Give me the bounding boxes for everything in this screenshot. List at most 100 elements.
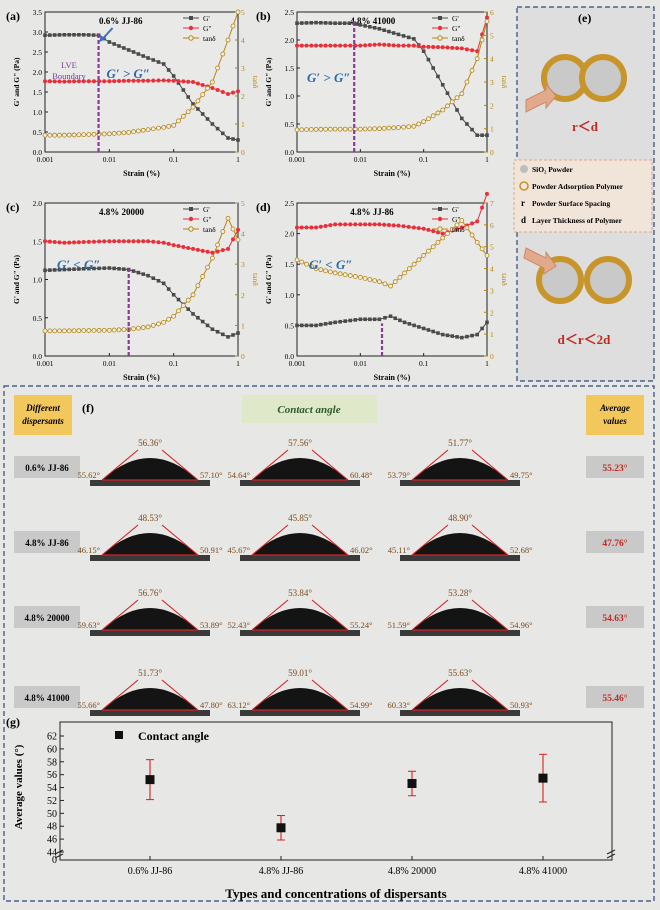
tan-delta-point: [225, 37, 231, 43]
panel-e-diagram: (e) r＜d d＜r＜2d SiO₂ Powder Powder Adsorption…: [513, 6, 655, 382]
angle-right: 52.68°: [510, 545, 533, 555]
g-prime-point: [151, 276, 156, 281]
avg-value-box: [586, 531, 644, 553]
tangent-left: [251, 599, 289, 631]
tan-delta-point: [81, 132, 87, 138]
g-double-prime-point: [231, 237, 236, 242]
g-prime-point: [81, 266, 86, 271]
x-tick-label: 0.1: [419, 359, 429, 368]
g-prime-point: [191, 102, 195, 106]
tan-delta-point: [106, 327, 112, 333]
g-double-prime-point: [57, 79, 62, 84]
tan-delta-point: [392, 279, 398, 285]
tan-delta-point: [135, 128, 141, 134]
g-double-prime-point: [480, 205, 485, 210]
g-prime-point: [338, 21, 342, 25]
panel-label-f: (f): [82, 401, 94, 415]
substrate-strip: [400, 710, 520, 716]
g-prime-point: [396, 32, 401, 37]
y-tick-label: 1.0: [285, 291, 295, 300]
g-double-prime-point: [220, 248, 225, 253]
g-double-prime-point: [171, 78, 176, 83]
g-prime-point: [43, 268, 47, 273]
data-point: [538, 773, 548, 783]
g-double-prime-point: [176, 244, 181, 249]
g-double-prime-point: [406, 224, 411, 229]
tan-delta-point: [76, 328, 82, 334]
g-prime-point: [67, 33, 72, 37]
g-double-prime-point: [343, 43, 348, 48]
tan-delta-point: [327, 126, 333, 132]
g-prime-point: [196, 107, 200, 111]
g-double-prime-point: [191, 80, 196, 84]
y-tick-label: 2.5: [33, 48, 43, 57]
tan-delta-point: [220, 51, 226, 57]
g-prime-point: [131, 50, 136, 54]
g-prime-point: [333, 320, 337, 325]
g-prime-point: [343, 319, 348, 323]
series-line-1: [297, 17, 488, 52]
tan-delta-point: [156, 321, 161, 327]
tan-delta-point: [469, 67, 475, 73]
legend-label: tanδ: [452, 34, 465, 43]
tan-delta-point: [484, 18, 490, 24]
y-tick-label: 54: [47, 783, 57, 794]
g-double-prime-point: [136, 78, 141, 83]
g-prime-point: [372, 317, 377, 322]
g-double-prime-point: [220, 90, 225, 94]
g-double-prime-point: [348, 43, 353, 48]
tan-delta-point: [347, 273, 353, 278]
panel-label-d: (d): [256, 200, 271, 214]
g-double-prime-point: [126, 78, 131, 83]
series-line-0: [297, 315, 488, 339]
y-tick-label: 60: [47, 744, 57, 755]
tan-delta-point: [435, 110, 441, 116]
tan-delta-point: [449, 226, 455, 232]
g-prime-point: [475, 332, 479, 337]
g-prime-point: [87, 266, 91, 271]
y-tick-label: 0.0: [285, 148, 295, 157]
tan-delta-point: [299, 127, 305, 133]
panel-f-contact-angles: (f) Different dispersants Contact angle Aver…: [3, 385, 655, 902]
substrate-strip: [90, 480, 210, 486]
g-prime-point: [314, 323, 318, 328]
g-prime-point: [470, 127, 474, 132]
g-prime-point: [117, 44, 121, 48]
droplet: [412, 608, 508, 630]
angle-left: 55.66°: [77, 700, 100, 710]
legend-marker: [437, 35, 443, 41]
tan-delta-point: [372, 126, 378, 132]
g-double-prime-point: [47, 79, 52, 84]
angle-left: 63.12°: [227, 700, 250, 710]
g-double-prime-point: [151, 78, 156, 83]
tan-delta-point: [86, 328, 92, 333]
spacing-condition-bottom: d＜r＜2d: [558, 332, 612, 347]
x-axis-label: Strain (%): [374, 373, 411, 382]
g-prime-point: [176, 297, 181, 302]
g-prime-point: [117, 266, 121, 271]
angle-mean: 51.73°: [138, 668, 162, 678]
angle-left: 53.79°: [387, 470, 410, 480]
tangent-left: [411, 524, 449, 556]
g-prime-point: [62, 33, 67, 37]
g-double-prime-point: [91, 239, 96, 244]
g-double-prime-point: [67, 240, 72, 245]
y2-tick-label: 6: [490, 221, 494, 230]
angle-left: 55.62°: [77, 470, 100, 480]
y-tick-label: 2.5: [285, 199, 295, 208]
g-double-prime-point: [171, 243, 176, 248]
g-double-prime-point: [475, 219, 480, 224]
g-prime-point: [363, 24, 367, 28]
legend-label: G": [203, 215, 211, 224]
g-prime-point: [426, 57, 431, 62]
droplet: [252, 688, 348, 710]
y-tick-label: 46: [47, 835, 57, 846]
tangent-right: [311, 679, 349, 711]
g-prime-point: [205, 323, 210, 328]
droplet: [102, 458, 198, 480]
g-prime-point: [52, 268, 57, 272]
tan-delta-point: [313, 126, 319, 132]
g-prime-point: [215, 329, 220, 334]
tan-delta-point: [411, 261, 417, 267]
tan-delta-point: [327, 269, 333, 275]
